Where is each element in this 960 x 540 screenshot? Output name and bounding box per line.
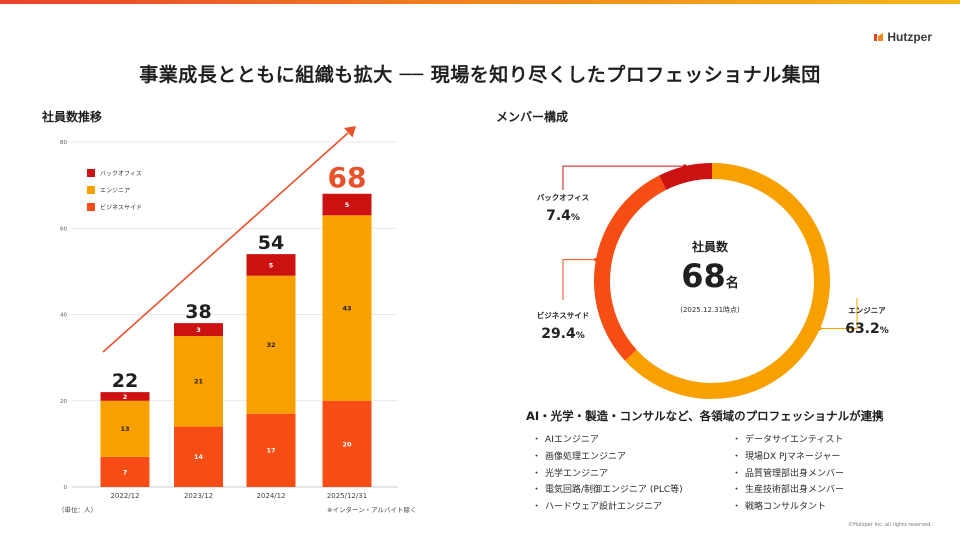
- bar-section-label: 社員数推移: [42, 110, 103, 124]
- donut-center-value: 68: [681, 257, 726, 295]
- bar-value-label: 2: [123, 393, 128, 401]
- donut-value-label: 7.4%: [546, 208, 580, 224]
- bar-value-label: 32: [266, 341, 275, 349]
- donut-section-label: メンバー構成: [496, 110, 569, 124]
- donut-value-unit: %: [571, 213, 580, 223]
- donut-center-value-row: 68名: [640, 257, 780, 303]
- skill-item: ハードウェア設計エンジニア: [532, 499, 683, 516]
- skills-heading: AI・光学・製造・コンサルなど、各領域のプロフェッショナルが連携: [526, 409, 884, 423]
- skill-item: 電気回路/制御エンジニア (PLC等): [532, 482, 683, 499]
- bar-total-label: 38: [185, 301, 211, 323]
- y-tick-label: 0: [64, 485, 68, 491]
- skill-item: 品質管理部出身メンバー: [732, 466, 844, 483]
- legend-label: ビジネスサイド: [100, 204, 142, 212]
- bar-segment: [322, 215, 372, 401]
- donut-label: バックオフィス: [537, 192, 589, 202]
- skill-item: AIエンジニア: [532, 432, 683, 449]
- bar-value-label: 5: [269, 261, 274, 269]
- top-accent-bar: [0, 0, 960, 4]
- bar-segment: [174, 426, 223, 487]
- donut-callout-dot: [594, 257, 598, 262]
- donut-callout-line: [562, 165, 685, 190]
- skill-item: 戦略コンサルタント: [732, 499, 844, 516]
- brand-name: Hutzper: [887, 30, 932, 44]
- donut-center-unit: 名: [725, 276, 739, 291]
- donut-center-date: (2025.12.31時点): [680, 306, 740, 314]
- y-tick-label: 60: [60, 226, 67, 232]
- legend-swatch: [87, 186, 95, 194]
- donut-callout-line: [562, 259, 596, 300]
- skill-item: 現場DX PJマネージャー: [732, 449, 844, 466]
- y-tick-label: 20: [60, 399, 67, 405]
- donut-center: 社員数 68名 (2025.12.31時点): [640, 238, 780, 315]
- donut-value-unit: %: [880, 326, 889, 336]
- donut-callout-dot: [818, 326, 822, 331]
- donut-slice: [594, 175, 667, 361]
- bar-value-label: 3: [196, 326, 201, 334]
- donut-slice: [659, 163, 713, 190]
- skill-item: 生産技術部出身メンバー: [732, 482, 844, 499]
- donut-center-title: 社員数: [691, 240, 728, 254]
- donut-value-unit: %: [576, 331, 585, 341]
- hutzper-logo-icon: [874, 32, 884, 41]
- skill-item: データサイエンティスト: [732, 432, 844, 449]
- bar-segment: [246, 275, 296, 414]
- bar-total-label: 22: [112, 370, 138, 392]
- bar-total-label: 68: [328, 161, 367, 194]
- donut-slice: [624, 163, 830, 399]
- x-tick-label: 2023/12: [184, 492, 213, 500]
- bar-value-label: 43: [342, 304, 351, 312]
- bar-segment: [100, 392, 150, 401]
- bar-value-label: 17: [266, 447, 275, 455]
- bar-segment: [174, 323, 223, 337]
- bar-segment: [174, 336, 223, 427]
- donut-callout-dot: [683, 164, 687, 168]
- brand-logo: Hutzper: [873, 30, 932, 44]
- y-tick-label: 80: [60, 140, 67, 146]
- bar-value-label: 14: [194, 453, 204, 461]
- donut-label: ビジネスサイド: [537, 310, 590, 320]
- skill-item: 画像処理エンジニア: [532, 449, 683, 466]
- donut-value-label: 29.4%: [541, 326, 585, 342]
- skills-list-right: データサイエンティスト 現場DX PJマネージャー 品質管理部出身メンバー 生産…: [732, 432, 844, 516]
- bar-value-label: 7: [123, 468, 128, 476]
- y-tick-label: 40: [60, 313, 67, 319]
- bar-segment: [100, 456, 150, 487]
- legend-label: バックオフィス: [100, 171, 142, 178]
- skill-item: 光学エンジニア: [532, 466, 683, 483]
- growth-arrow-head: [344, 126, 356, 138]
- page-title: 事業成長とともに組織も拡大 ── 現場を知り尽くしたプロフェッショナル集団: [139, 64, 821, 86]
- bar-value-label: 20: [342, 440, 352, 448]
- bar-segment: [322, 193, 372, 216]
- bar-segment: [322, 400, 372, 487]
- x-tick-label: 2025/12/31: [327, 492, 367, 500]
- legend-label: エンジニア: [100, 188, 130, 195]
- x-tick-label: 2022/12: [110, 492, 139, 500]
- growth-arrow-line: [102, 132, 349, 353]
- bar-segment: [246, 413, 296, 487]
- bar-value-label: 5: [345, 201, 350, 209]
- bar-segment: [246, 254, 296, 276]
- copyright: ©Hutzper Inc. all rights reserved.: [848, 522, 932, 528]
- donut-callout-line: [819, 298, 858, 330]
- unit-note: （単位：人）: [58, 506, 97, 514]
- bar-total-label: 54: [258, 232, 284, 254]
- legend-swatch: [87, 169, 95, 177]
- donut-value-label: 63.2%: [845, 321, 889, 337]
- skills-list-left: AIエンジニア 画像処理エンジニア 光学エンジニア 電気回路/制御エンジニア (…: [532, 432, 683, 516]
- bar-value-label: 21: [194, 378, 204, 386]
- donut-label: エンジニア: [848, 306, 886, 315]
- legend-swatch: [87, 203, 95, 211]
- x-tick-label: 2024/12: [256, 492, 285, 500]
- exclusion-note: ※インターン・アルバイト除く: [327, 506, 417, 514]
- bar-segment: [100, 400, 150, 457]
- bar-value-label: 13: [120, 425, 129, 433]
